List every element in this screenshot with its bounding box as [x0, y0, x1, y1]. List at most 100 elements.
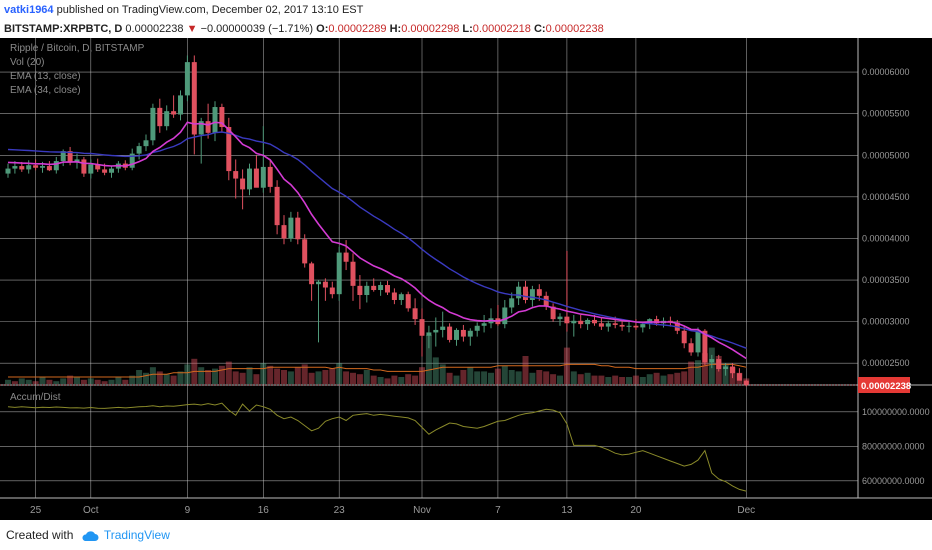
candle-body	[633, 325, 639, 328]
volume-bar	[322, 370, 329, 384]
volume-bar	[701, 353, 708, 384]
volume-bar	[11, 381, 18, 384]
candle-body	[19, 166, 25, 170]
volume-bar	[370, 375, 377, 384]
candle-body	[557, 316, 563, 320]
volume-bar	[405, 374, 412, 384]
volume-bar	[412, 375, 419, 384]
chart-area[interactable]: 0.00006000 0.00005500 0.00005000 0.00004500…	[0, 38, 932, 520]
candle-body	[605, 323, 611, 327]
candle-body	[529, 289, 535, 300]
time-tick-label: 13	[561, 505, 573, 516]
candle-body	[398, 294, 404, 300]
volume-bar	[218, 365, 225, 384]
candle-body	[157, 107, 163, 127]
volume-bar	[605, 377, 612, 384]
ohlc-bar: BITSTAMP:XRPBTC, D 0.00002238 ▼ −0.00000…	[0, 20, 932, 38]
candle-body	[316, 281, 321, 285]
volume-bar	[170, 375, 177, 384]
candle-body	[267, 166, 273, 187]
time-tick-label: 23	[334, 505, 346, 516]
candle-body	[378, 285, 384, 291]
volume-bar	[660, 375, 667, 384]
price-tick-label: 0.00002500	[862, 358, 910, 368]
candle-body	[412, 308, 418, 320]
volume-bar	[225, 361, 232, 384]
volume-bar	[432, 357, 439, 384]
candle-body	[46, 166, 52, 171]
volume-bar	[232, 371, 239, 384]
candle-body	[723, 366, 729, 370]
high-label: H:	[389, 23, 402, 35]
volume-bar	[287, 371, 294, 384]
candle-body	[171, 111, 177, 115]
volume-bar	[198, 367, 205, 384]
volume-bar	[343, 371, 350, 384]
time-tick-label: 16	[258, 505, 270, 516]
chart-legend: Ripple / Bitcoin, D, BITSTAMP Vol (20) E…	[10, 42, 144, 98]
tradingview-link[interactable]: TradingView	[103, 528, 170, 542]
candle-body	[184, 62, 190, 96]
volume-bar	[453, 375, 460, 384]
candle-body	[88, 164, 94, 174]
chart-svg[interactable]: 0.00006000 0.00005500 0.00005000 0.00004500…	[0, 38, 932, 520]
volume-bar	[557, 375, 563, 384]
volume-bar	[398, 377, 405, 384]
candle-body	[198, 121, 204, 135]
volume-bar	[688, 361, 695, 384]
candle-body	[626, 325, 632, 327]
candle-body	[688, 343, 694, 353]
volume-bar	[274, 368, 281, 384]
volume-bar	[515, 371, 522, 384]
candle-body	[219, 107, 225, 127]
volume-bar	[543, 371, 550, 384]
author-link[interactable]: vatki1964	[4, 4, 54, 16]
legend-title: Ripple / Bitcoin, D, BITSTAMP	[10, 43, 145, 54]
volume-bar	[329, 368, 336, 384]
candle-body	[226, 126, 232, 172]
candle-body	[523, 286, 528, 300]
legend-ema34[interactable]: EMA (34, close)	[10, 85, 81, 96]
last-price-label: 0.00002238	[861, 381, 911, 392]
volume-bar	[205, 370, 212, 384]
price-tick-label: 0.00004000	[862, 233, 910, 243]
candle-body	[302, 239, 308, 264]
candle-body	[405, 294, 411, 309]
time-tick-label: Oct	[83, 505, 99, 516]
volume-bar	[46, 379, 53, 384]
candle-body	[371, 285, 377, 291]
volume-bar	[260, 363, 267, 384]
candle-body	[357, 285, 363, 296]
symbol-label[interactable]: BITSTAMP:XRPBTC, D	[4, 23, 123, 35]
candle-body	[447, 326, 453, 340]
candle-body	[619, 324, 625, 327]
time-tick-label: 20	[630, 505, 642, 516]
candle-body	[26, 165, 32, 170]
legend-ema13[interactable]: EMA (13, close)	[10, 71, 81, 82]
volume-bar	[667, 374, 674, 384]
candle-body	[33, 165, 39, 168]
candle-body	[695, 330, 701, 353]
candle-body	[612, 323, 618, 325]
volume-bar	[239, 372, 246, 384]
candle-body	[143, 140, 149, 147]
candle-body	[205, 121, 211, 133]
change-arrow-icon: ▼	[186, 23, 198, 35]
candle-body	[253, 168, 259, 188]
candle-body	[681, 330, 687, 344]
volume-bar	[177, 371, 184, 384]
published-info: published on TradingView.com, December 0…	[53, 4, 364, 16]
candle-body	[460, 329, 466, 337]
candle-body	[350, 261, 356, 286]
close-value: 0.00002238	[545, 23, 604, 35]
high-value: 0.00002298	[401, 23, 460, 35]
candle-body	[322, 281, 328, 288]
volume-bar	[53, 381, 60, 384]
candle-body	[67, 151, 73, 162]
legend-vol[interactable]: Vol (20)	[10, 57, 45, 68]
candle-body	[474, 325, 480, 331]
volume-bar	[501, 365, 508, 384]
candle-body	[481, 323, 487, 326]
volume-bar	[384, 378, 391, 384]
low-label: L:	[462, 23, 473, 35]
